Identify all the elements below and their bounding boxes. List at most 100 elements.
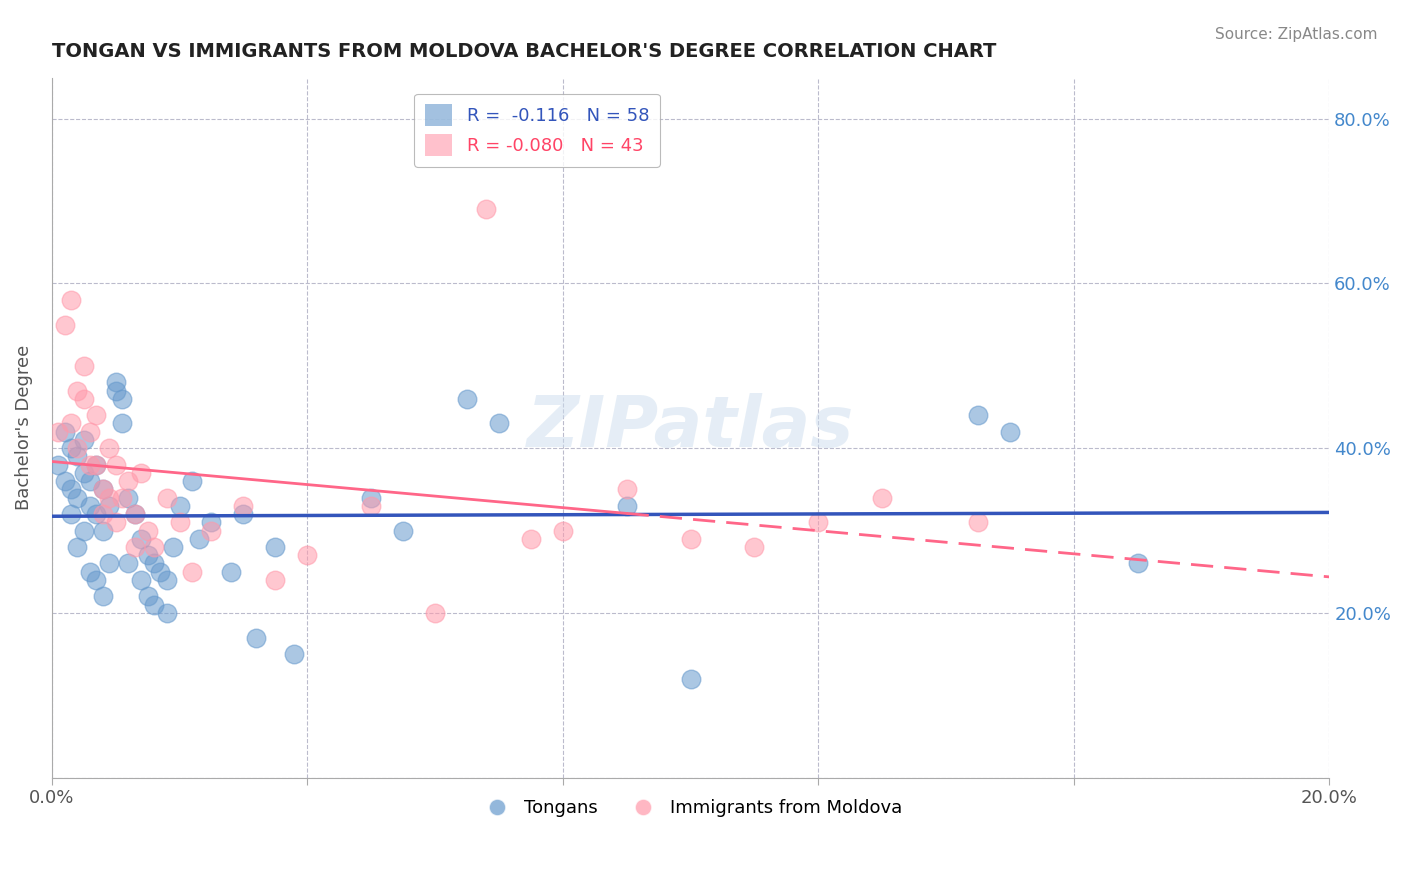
Point <box>181 565 204 579</box>
Point <box>283 647 305 661</box>
Point <box>136 590 159 604</box>
Point <box>142 557 165 571</box>
Point <box>149 565 172 579</box>
Point <box>86 458 108 472</box>
Point <box>111 417 134 431</box>
Point <box>156 491 179 505</box>
Point <box>79 458 101 472</box>
Point <box>59 417 82 431</box>
Point <box>264 573 287 587</box>
Point <box>66 384 89 398</box>
Point <box>104 516 127 530</box>
Point <box>616 483 638 497</box>
Point <box>79 499 101 513</box>
Point <box>91 590 114 604</box>
Point <box>124 507 146 521</box>
Point <box>73 392 96 406</box>
Point <box>59 293 82 307</box>
Point <box>232 499 254 513</box>
Point <box>98 557 121 571</box>
Point <box>59 507 82 521</box>
Point <box>360 499 382 513</box>
Point <box>117 474 139 488</box>
Point <box>66 540 89 554</box>
Point <box>156 606 179 620</box>
Point <box>98 491 121 505</box>
Point <box>124 507 146 521</box>
Point <box>169 516 191 530</box>
Point <box>86 573 108 587</box>
Point <box>520 532 543 546</box>
Point <box>79 425 101 439</box>
Point <box>967 516 990 530</box>
Point <box>104 458 127 472</box>
Point <box>86 458 108 472</box>
Point <box>360 491 382 505</box>
Point <box>245 631 267 645</box>
Text: TONGAN VS IMMIGRANTS FROM MOLDOVA BACHELOR'S DEGREE CORRELATION CHART: TONGAN VS IMMIGRANTS FROM MOLDOVA BACHEL… <box>52 42 995 61</box>
Point <box>423 606 446 620</box>
Point <box>91 507 114 521</box>
Point <box>169 499 191 513</box>
Point <box>53 318 76 332</box>
Point <box>46 425 69 439</box>
Point <box>104 376 127 390</box>
Point <box>91 483 114 497</box>
Point <box>616 499 638 513</box>
Point <box>91 524 114 538</box>
Point <box>66 450 89 464</box>
Text: Source: ZipAtlas.com: Source: ZipAtlas.com <box>1215 27 1378 42</box>
Point <box>129 466 152 480</box>
Point <box>967 408 990 422</box>
Point <box>162 540 184 554</box>
Point <box>142 540 165 554</box>
Point <box>117 557 139 571</box>
Point <box>156 573 179 587</box>
Point <box>870 491 893 505</box>
Point <box>46 458 69 472</box>
Point <box>219 565 242 579</box>
Point <box>1126 557 1149 571</box>
Point <box>136 524 159 538</box>
Point <box>73 359 96 373</box>
Point <box>73 466 96 480</box>
Point <box>124 540 146 554</box>
Point <box>66 441 89 455</box>
Point <box>181 474 204 488</box>
Point <box>744 540 766 554</box>
Point <box>232 507 254 521</box>
Point <box>73 524 96 538</box>
Point <box>98 499 121 513</box>
Point <box>91 483 114 497</box>
Point <box>488 417 510 431</box>
Point <box>187 532 209 546</box>
Point <box>86 507 108 521</box>
Point <box>79 474 101 488</box>
Point <box>129 573 152 587</box>
Point <box>679 532 702 546</box>
Point <box>200 524 222 538</box>
Point <box>807 516 830 530</box>
Point <box>104 384 127 398</box>
Point <box>264 540 287 554</box>
Point <box>53 474 76 488</box>
Point <box>392 524 415 538</box>
Point <box>59 441 82 455</box>
Point <box>475 202 498 217</box>
Point <box>73 433 96 447</box>
Point <box>679 672 702 686</box>
Legend: Tongans, Immigrants from Moldova: Tongans, Immigrants from Moldova <box>471 792 910 824</box>
Point <box>111 392 134 406</box>
Point <box>551 524 574 538</box>
Point <box>998 425 1021 439</box>
Point <box>79 565 101 579</box>
Point <box>53 425 76 439</box>
Point <box>129 532 152 546</box>
Point <box>86 408 108 422</box>
Point <box>200 516 222 530</box>
Point <box>456 392 478 406</box>
Point <box>59 483 82 497</box>
Point <box>66 491 89 505</box>
Point <box>297 548 319 562</box>
Y-axis label: Bachelor's Degree: Bachelor's Degree <box>15 345 32 510</box>
